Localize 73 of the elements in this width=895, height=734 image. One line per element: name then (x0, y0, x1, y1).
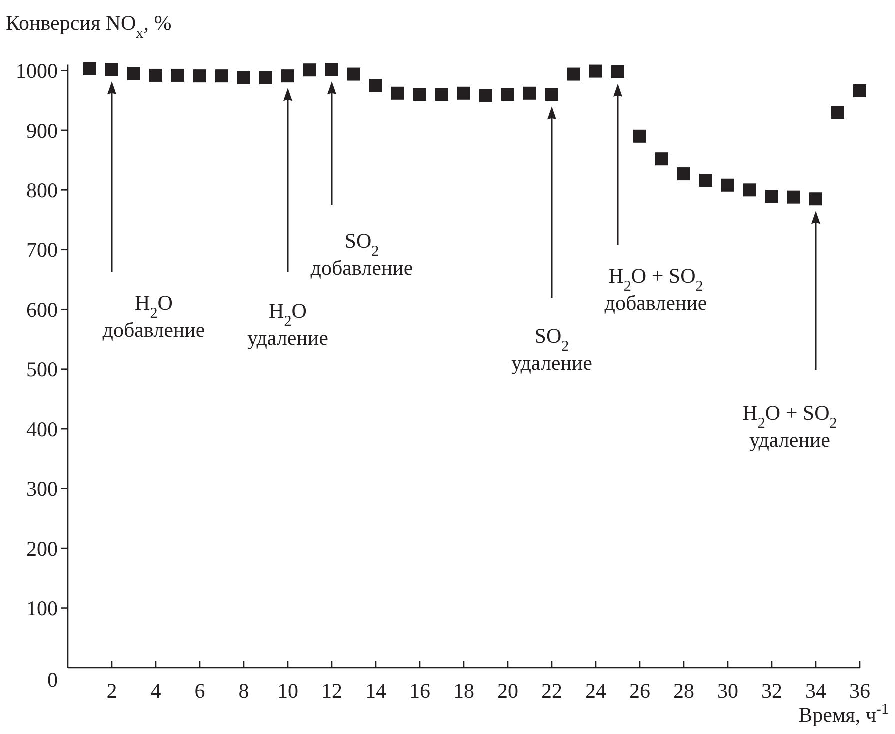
point (238, 71, 250, 84)
x-tick-label: 4 (150, 679, 162, 703)
x-tick-label: 18 (454, 679, 474, 703)
annotation: H$_{2}$O + SO$_{2}$ удаление (742, 401, 838, 452)
x-tick-label: 6 (194, 679, 206, 703)
point (326, 63, 338, 76)
y-tick-label: 400 (26, 417, 58, 442)
point (766, 190, 778, 204)
y-tick-label: 500 (26, 358, 58, 382)
point (656, 152, 668, 166)
point (634, 130, 646, 143)
y-tick-label: 800 (26, 178, 58, 203)
point (502, 88, 514, 102)
point (458, 86, 470, 100)
point (260, 71, 272, 84)
y-tick-label: 200 (26, 536, 58, 561)
point (84, 62, 96, 76)
point (568, 68, 580, 81)
point (414, 88, 426, 102)
y-tick-label: 600 (26, 298, 58, 322)
y-tick-label: 700 (26, 238, 58, 262)
x-tick-label: 16 (410, 679, 430, 703)
point (744, 184, 756, 197)
point (150, 68, 162, 82)
point (370, 79, 382, 92)
x-tick-label: 32 (762, 679, 782, 703)
x-tick-label: 26 (630, 679, 650, 703)
y-tick-label: 100 (26, 596, 58, 621)
point (348, 68, 360, 81)
point (612, 65, 624, 78)
x-tick-label: 30 (718, 679, 738, 703)
x-tick-label: 2 (106, 679, 118, 703)
point (392, 86, 404, 100)
point (590, 64, 602, 78)
x-tick-label: 28 (674, 679, 694, 703)
x-tick-label: 22 (542, 679, 562, 703)
point (722, 178, 734, 192)
point (480, 89, 492, 102)
x-tick-label: 10 (278, 679, 298, 703)
point (788, 190, 800, 204)
x-tick-label: 14 (366, 679, 387, 703)
y-tick-label: 300 (26, 477, 58, 502)
point (832, 106, 844, 120)
x-tick-label: 36 (850, 679, 870, 703)
y-tick-label: 1000 (16, 59, 58, 84)
y-axis-title: Конверсия NO$_{x}$, % (6, 11, 172, 42)
annotation: H$_{2}$O добавление (102, 291, 206, 342)
point (700, 174, 712, 188)
point (854, 84, 866, 98)
x-axis-title: Время, ч$^{-1}$ (798, 702, 889, 727)
point (194, 70, 206, 83)
y-tick-label: 0 (48, 668, 58, 692)
point (172, 68, 184, 82)
point (304, 64, 316, 77)
y-tick-label: 900 (26, 118, 58, 143)
point (524, 86, 536, 100)
annotation: SO$_{2}$ добавление (310, 229, 414, 280)
annotation: SO$_{2}$ удаление (512, 324, 592, 375)
x-tick-label: 8 (238, 679, 250, 703)
point (678, 168, 690, 181)
point (106, 63, 118, 76)
point (216, 70, 228, 83)
point (546, 88, 558, 102)
point (436, 88, 448, 102)
x-tick-label: 12 (322, 679, 342, 703)
x-tick-label: 34 (806, 679, 827, 703)
x-tick-label: 24 (586, 679, 607, 703)
annotation: H$_{2}$O + SO$_{2}$ добавление (604, 264, 708, 315)
point (810, 192, 822, 206)
point (128, 67, 140, 80)
point (282, 70, 294, 83)
annotation: H$_{2}$O удаление (248, 299, 328, 350)
x-tick-label: 20 (498, 679, 518, 703)
